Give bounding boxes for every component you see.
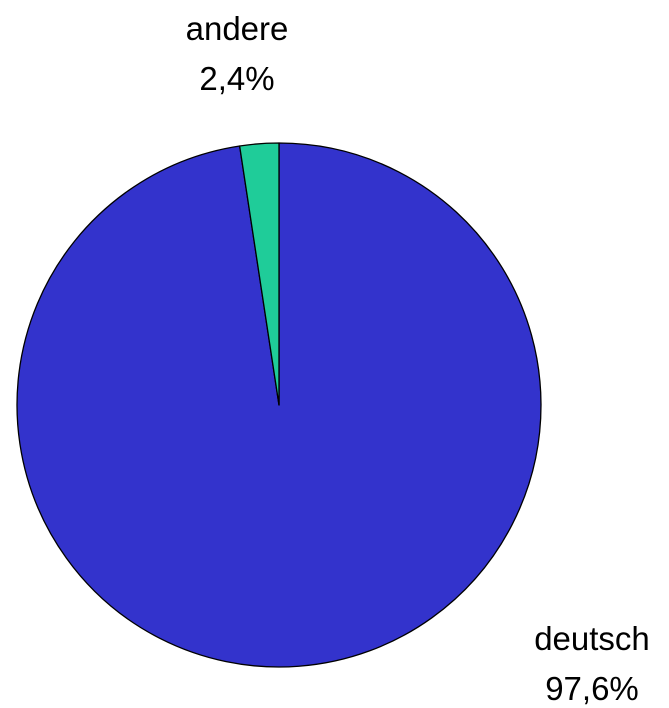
slice-label-deutsch-value: 97,6% [545,670,639,707]
slice-label-andere-value: 2,4% [199,60,274,97]
slice-label-deutsch-name: deutsch [534,620,650,657]
pie-slice-andere [238,142,280,406]
pie-slices [16,142,542,668]
slice-label-andere-name: andere [186,10,289,47]
pie-slice-deutsch [16,142,542,668]
